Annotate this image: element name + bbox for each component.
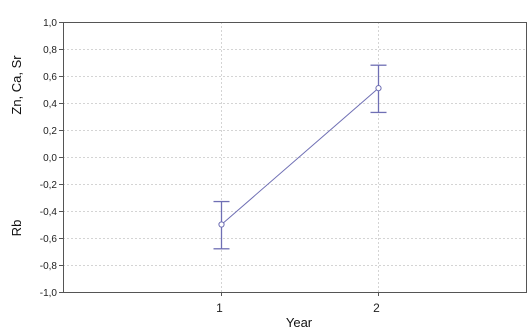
y-tick-label: 1,0	[43, 18, 57, 29]
y-tick-label: -0,6	[40, 234, 58, 245]
y-tick-label: -0,8	[40, 261, 58, 272]
y-tick-labels: 1,0 0,8 0,6 0,4 0,2 0,0 -0,2 -0,4 -0,6 -0,8 -1,0	[40, 18, 58, 299]
y-tick-label: -0,2	[40, 180, 58, 191]
grid-lines	[59, 22, 527, 296]
y-tick-label: 0,4	[43, 99, 57, 110]
data-point	[375, 85, 382, 92]
y-tick-label: 0,2	[43, 126, 57, 137]
y-tick-label: 0,6	[43, 72, 57, 83]
x-tick-label: 1	[216, 301, 223, 315]
y-tick-label: 0,0	[43, 153, 57, 164]
data-point	[218, 221, 225, 228]
x-tick-label: 2	[373, 301, 380, 315]
x-axis-title: Year	[286, 315, 313, 330]
series-line	[221, 87, 379, 225]
y-tick-label: -0,4	[40, 207, 58, 218]
y-axis-title-top: Zn, Ca, Sr	[9, 55, 24, 115]
y-tick-label: -1,0	[40, 288, 58, 299]
series-layer	[213, 64, 387, 250]
y-tick-label: 0,8	[43, 45, 57, 56]
y-axis-title-bottom: Rb	[9, 220, 24, 237]
